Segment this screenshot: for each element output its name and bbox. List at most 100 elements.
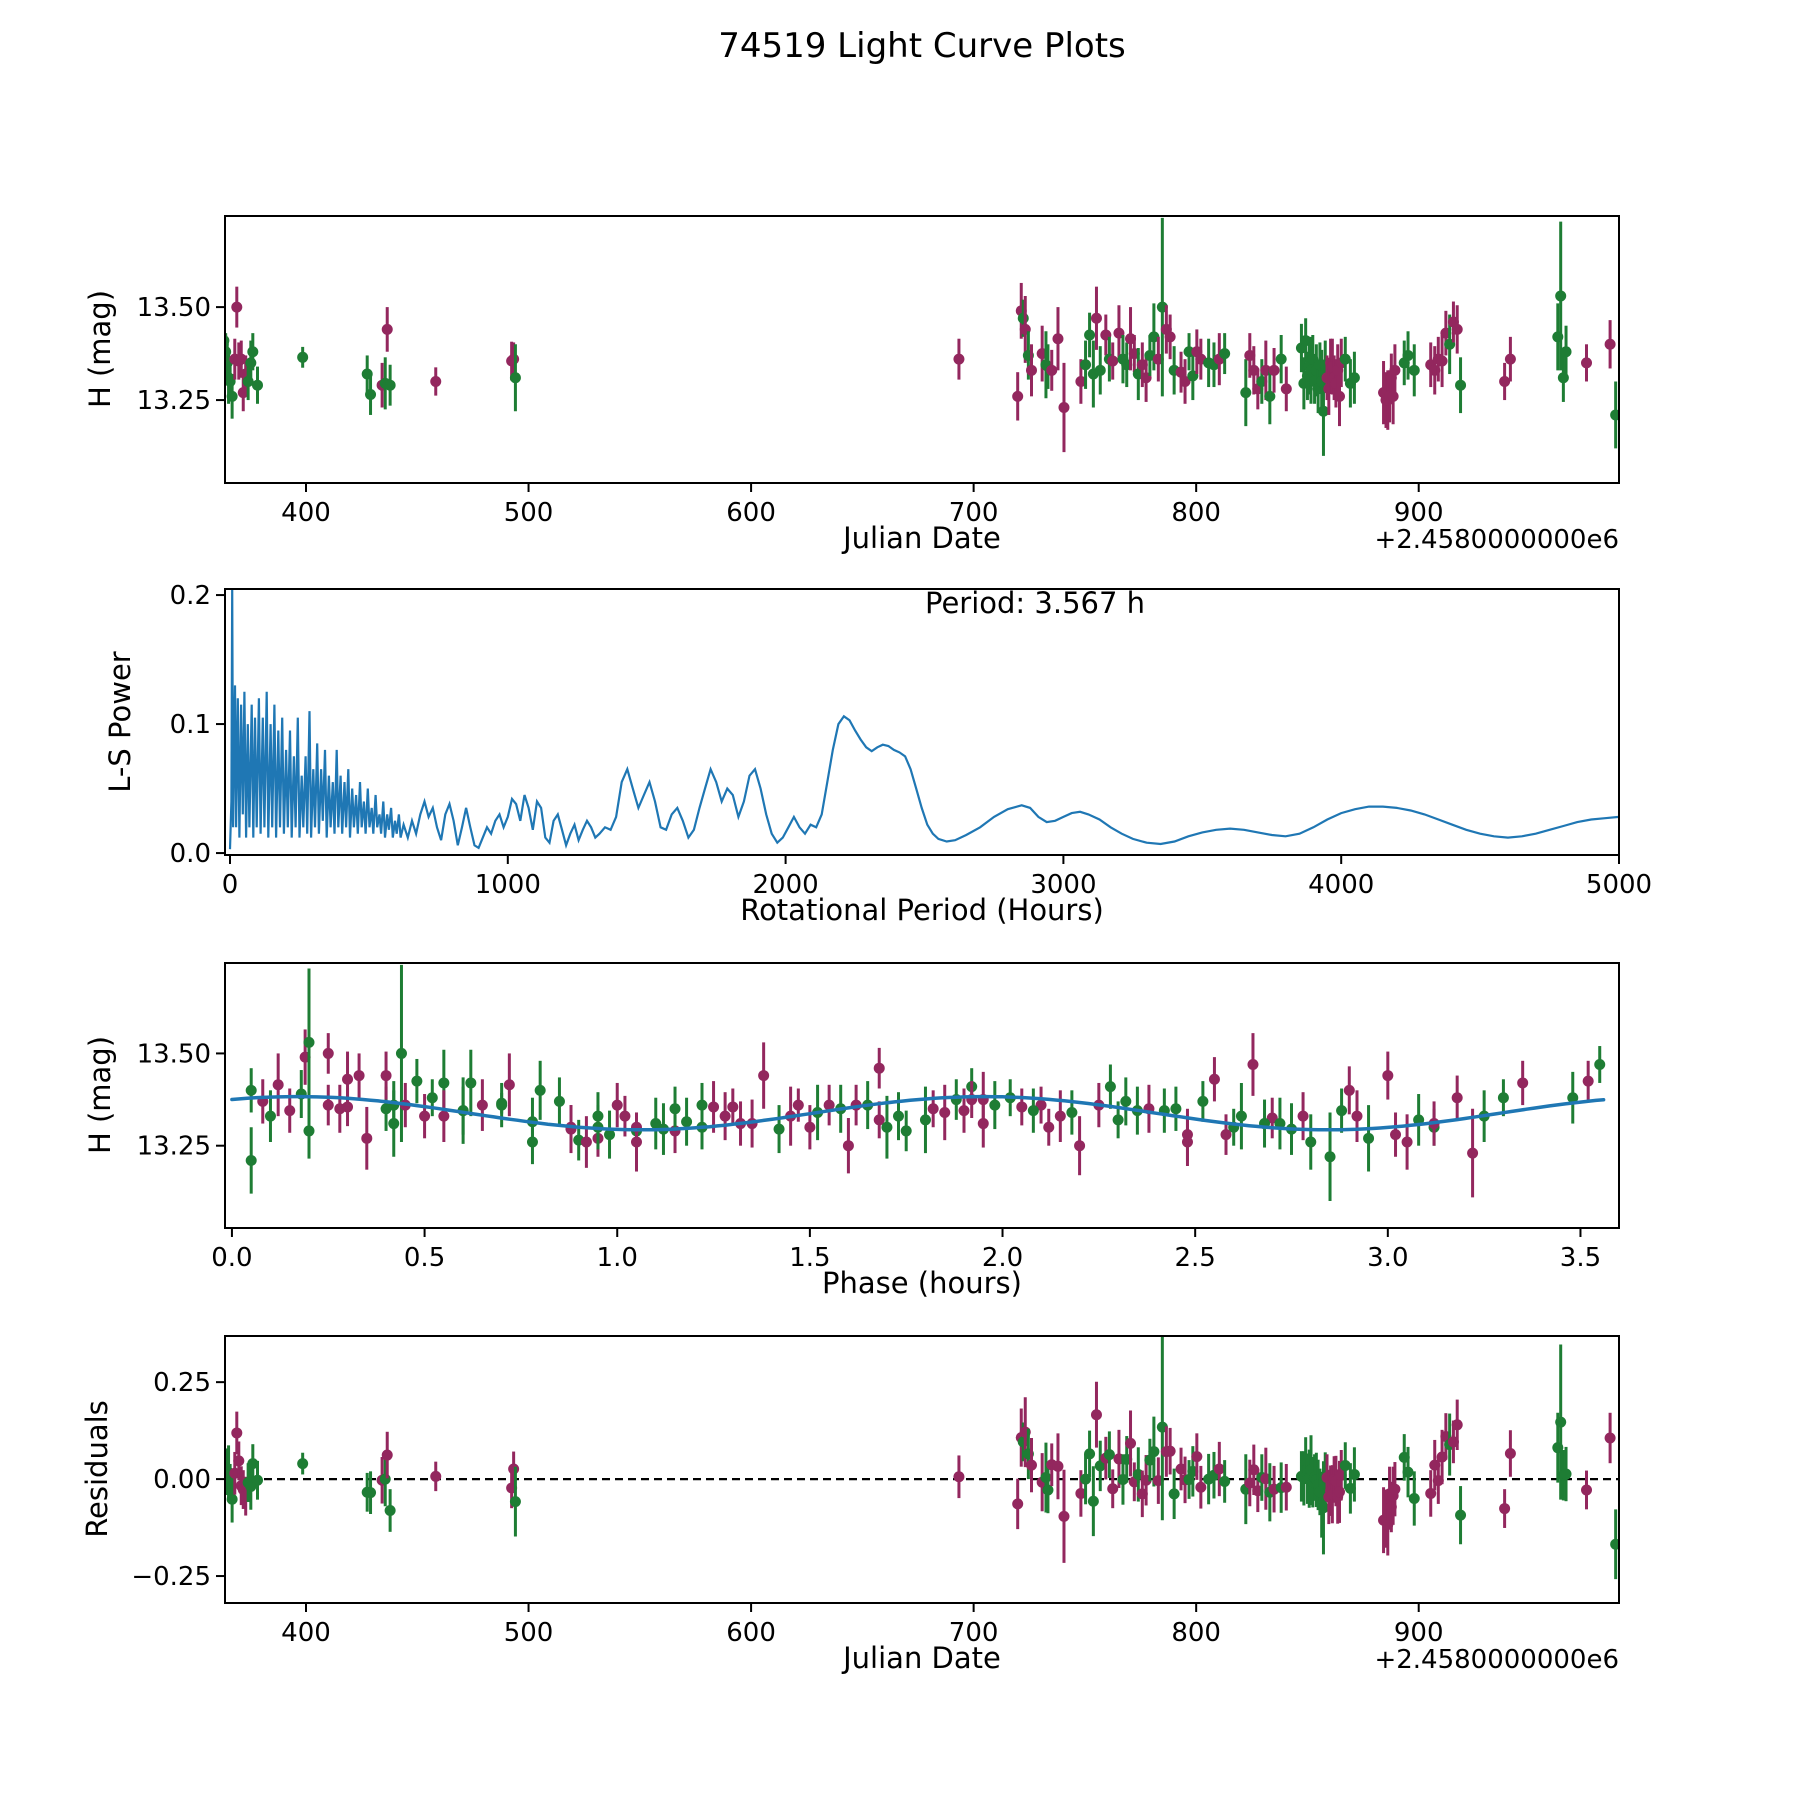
phase-point (1390, 1129, 1402, 1141)
lightcurve-point (1052, 333, 1064, 345)
lightcurve-point (1075, 375, 1087, 387)
residuals-x-tick-label: 600 (726, 1618, 776, 1648)
phase-point (1016, 1101, 1028, 1113)
phase-point (476, 1099, 488, 1111)
phase-point (395, 1047, 407, 1059)
phase-point (892, 1110, 904, 1122)
periodogram-x-tick-label: 5000 (1586, 870, 1652, 900)
lightcurve-point (1058, 402, 1070, 414)
residuals-point (1107, 1483, 1119, 1495)
phase-point (669, 1103, 681, 1115)
lightcurve-point (1348, 372, 1360, 384)
phase-point (1112, 1114, 1124, 1126)
residuals-point (1339, 1460, 1351, 1472)
residuals-point (365, 1487, 377, 1499)
residuals-point (381, 1449, 393, 1461)
lightcurve-point (245, 357, 257, 369)
phase-point (792, 1099, 804, 1111)
phase-point (1074, 1140, 1086, 1152)
periodogram-x-tick-label: 0 (222, 870, 239, 900)
residuals-x-tick-label: 400 (281, 1618, 331, 1648)
residuals-point (1389, 1483, 1401, 1495)
periodogram-y-tick-label: 0.2 (170, 581, 211, 611)
phase-point (804, 1121, 816, 1133)
phase-xlabel: Phase (hours) (822, 1266, 1022, 1300)
residuals-y-tick-label: 0.00 (153, 1465, 211, 1495)
residuals-axes-frame (224, 1335, 1620, 1604)
residuals-point (1402, 1466, 1414, 1478)
lightcurve-point (1280, 383, 1292, 395)
periodogram-y-tick-label: 0.0 (170, 839, 211, 869)
residuals-point (1213, 1463, 1225, 1475)
phase-point (1043, 1121, 1055, 1133)
periodogram-x-tick-label: 2000 (753, 870, 819, 900)
phase-point (1382, 1070, 1394, 1082)
phase-point (1120, 1095, 1132, 1107)
periodogram-axes-frame (224, 588, 1620, 856)
phase-point (361, 1132, 373, 1144)
periodogram-xlabel: Rotational Period (Hours) (740, 893, 1104, 927)
lightcurve-x-tick-label: 400 (281, 498, 331, 528)
lightcurve-ylabel: H (mag) (83, 289, 117, 409)
phase-x-tick-label: 3.5 (1560, 1243, 1601, 1273)
lightcurve-point (1604, 338, 1616, 350)
lightcurve-point (1164, 331, 1176, 343)
phase-point (977, 1118, 989, 1130)
lightcurve-point (1610, 409, 1619, 421)
residuals-point (1090, 1409, 1102, 1421)
lightcurve-point (1333, 390, 1345, 402)
lightcurve-point (251, 379, 263, 391)
residuals-point (1012, 1498, 1024, 1510)
periodogram-plot-area (228, 589, 1619, 850)
lightcurve-point (1240, 387, 1252, 399)
phase-plot-area (230, 964, 1606, 1202)
lightcurve-point (1268, 364, 1280, 376)
phase-point (719, 1110, 731, 1122)
phase-x-tick-label: 1.0 (597, 1243, 638, 1273)
phase-point (958, 1105, 970, 1117)
lightcurve-point (1339, 353, 1351, 365)
residuals-point (430, 1470, 442, 1482)
residuals-point (1148, 1446, 1160, 1458)
phase-point (1181, 1129, 1193, 1141)
periodogram-curve (228, 589, 1619, 850)
lightcurve-point (1219, 348, 1231, 360)
phase-point (873, 1114, 885, 1126)
lightcurve-x-tick-label: 600 (726, 498, 776, 528)
period-annotation: Period: 3.567 h (925, 586, 1146, 620)
lightcurve-point (1402, 349, 1414, 361)
lightcurve-y-tick-label: 13.50 (137, 293, 211, 323)
lightcurve-point (1084, 329, 1096, 341)
phase-point (334, 1103, 346, 1115)
residuals-point (384, 1505, 396, 1517)
lightcurve-point (1179, 375, 1191, 387)
residuals-point (1084, 1448, 1096, 1460)
phase-point (1266, 1112, 1278, 1124)
phase-point (438, 1077, 450, 1089)
phase-point (758, 1070, 770, 1082)
phase-point (842, 1140, 854, 1152)
lightcurve-x-tick-label: 900 (1394, 498, 1444, 528)
residuals-point (297, 1458, 309, 1470)
residuals-point (1451, 1419, 1463, 1431)
residuals-point (1348, 1468, 1360, 1480)
residuals-point (1040, 1472, 1052, 1484)
phase-point (1027, 1105, 1039, 1117)
lightcurve-point (231, 301, 243, 313)
phase-point (342, 1073, 354, 1085)
lightcurve-point (1387, 390, 1399, 402)
phase-point (264, 1110, 276, 1122)
phase-point (1066, 1106, 1078, 1118)
phase-point (245, 1154, 257, 1166)
phase-point (873, 1062, 885, 1074)
residuals-point (1333, 1486, 1345, 1498)
lightcurve-point (1499, 375, 1511, 387)
residuals-xlabel: Julian Date (843, 1641, 1001, 1675)
lightcurve-point (1436, 355, 1448, 367)
residuals-point (247, 1458, 259, 1470)
residuals-ylabel: Residuals (80, 1400, 114, 1538)
phase-point (1220, 1129, 1232, 1141)
residuals-point (1094, 1460, 1106, 1472)
